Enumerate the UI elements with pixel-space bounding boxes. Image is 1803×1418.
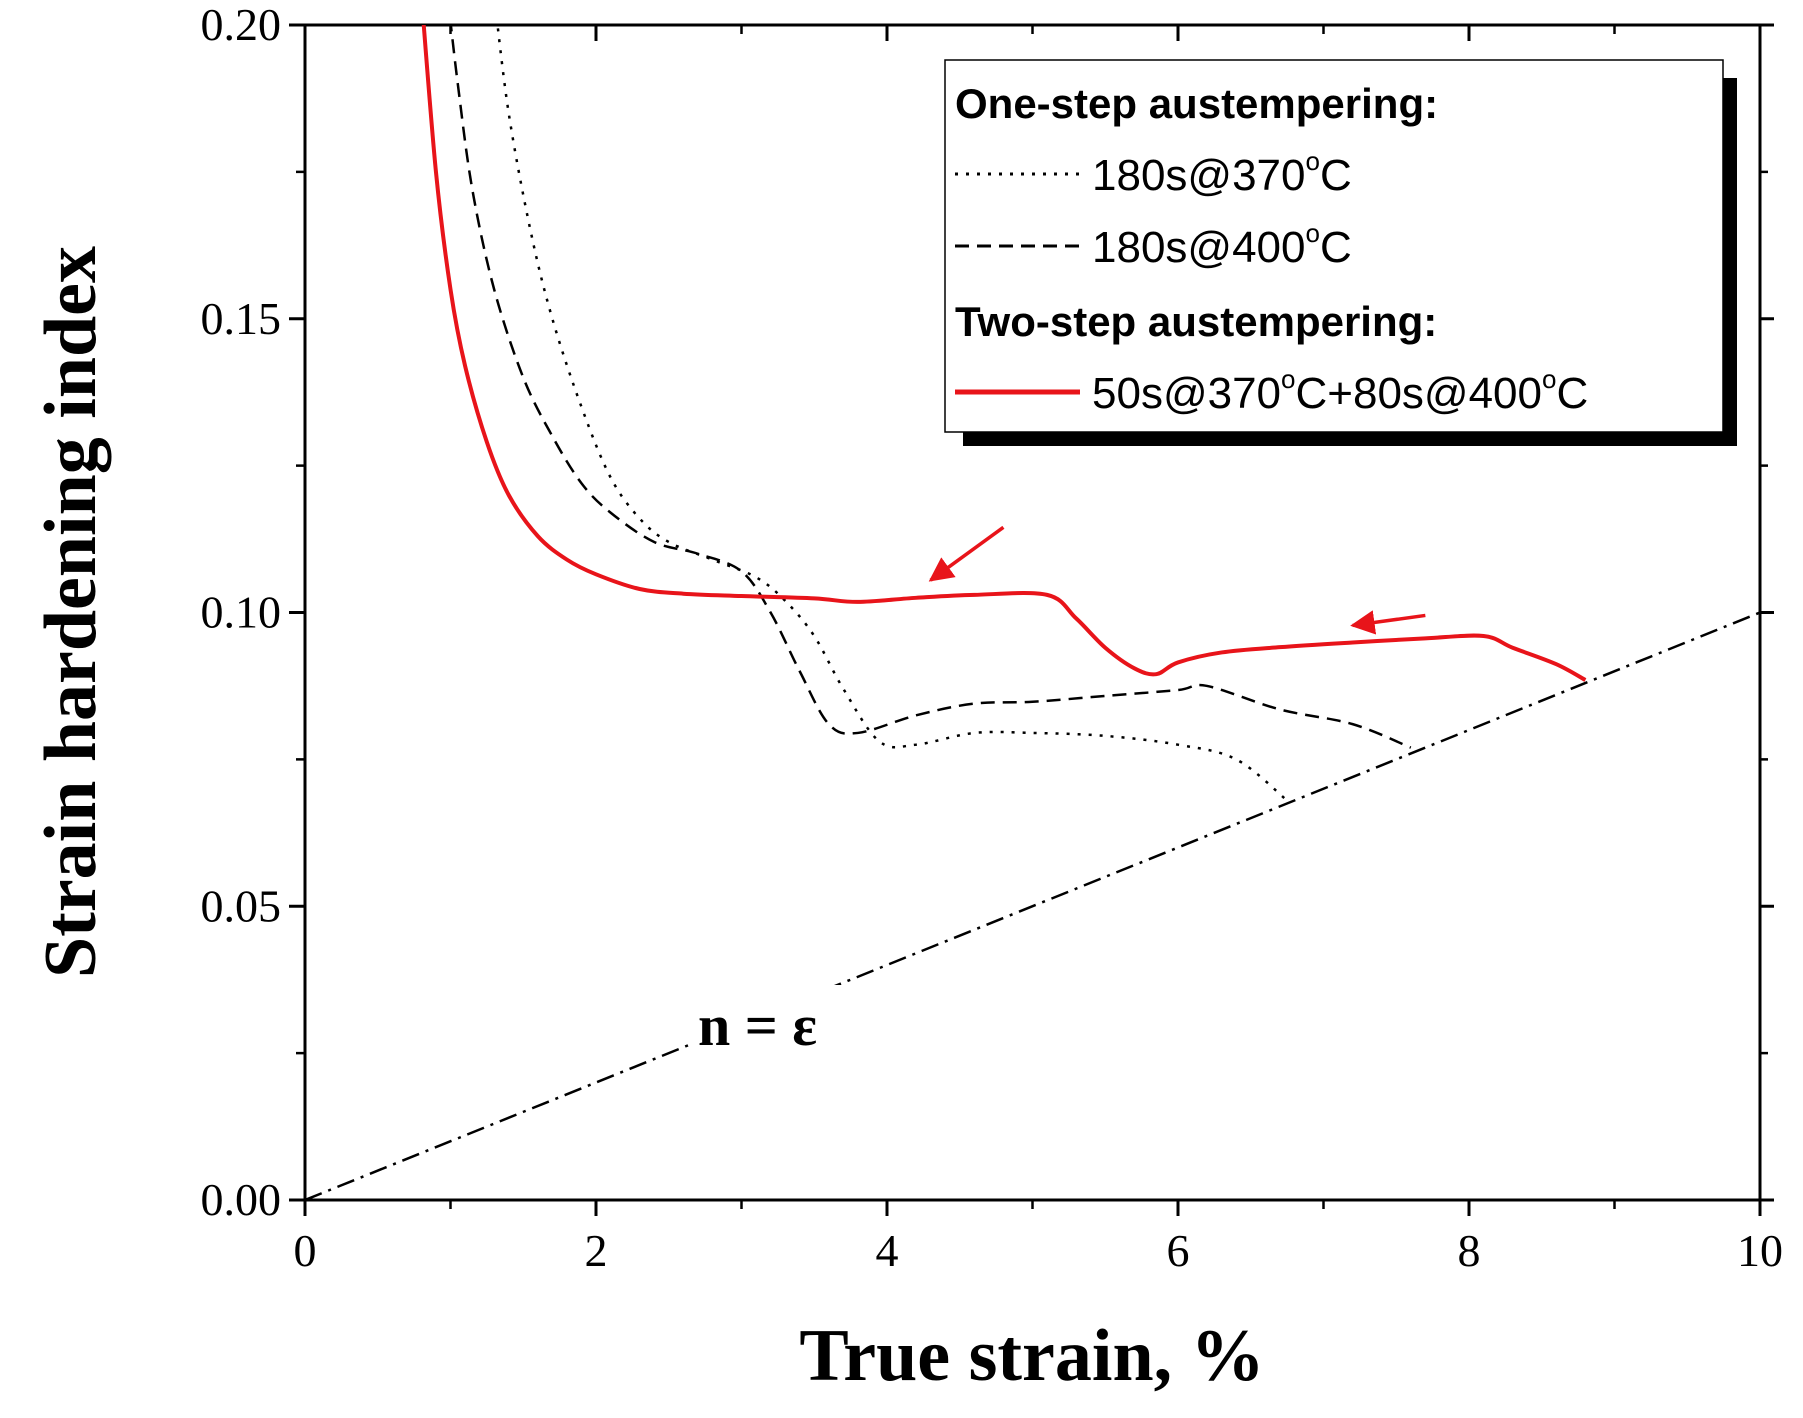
x-tick-label: 6	[1167, 1225, 1190, 1276]
y-tick-label: 0.00	[201, 1174, 282, 1225]
legend-group1-title: One-step austempering:	[955, 80, 1438, 127]
y-tick-label: 0.20	[201, 0, 282, 50]
red-arrow-1	[928, 525, 1005, 582]
x-tick-label: 4	[876, 1225, 899, 1276]
legend-label-180s-370c: 180s@370oC	[1092, 146, 1352, 200]
y-tick-label: 0.10	[201, 587, 282, 638]
y-axis-title: Strain hardening index	[30, 246, 112, 978]
legend-label-two-step: 50s@370oC+80s@400oC	[1092, 364, 1588, 418]
annotation-backdrop	[690, 985, 870, 1055]
x-tick-label: 2	[585, 1225, 608, 1276]
annotation-n-equals-epsilon: n = ε	[698, 993, 817, 1058]
x-tick-label: 0	[294, 1225, 317, 1276]
x-tick-label: 8	[1458, 1225, 1481, 1276]
series-two-step-line	[421, 25, 1587, 682]
series-n-equals-epsilon-line	[305, 611, 1760, 1200]
legend-group2-title: Two-step austempering:	[955, 298, 1437, 345]
series-180s-400c-line	[449, 25, 1412, 749]
series-180s-370c-line	[496, 25, 1288, 802]
x-axis-title: True strain, %	[799, 1315, 1264, 1397]
legend-label-180s-400c: 180s@400oC	[1092, 218, 1352, 272]
y-axis-ticks: 0.00 0.05 0.10 0.15 0.20	[201, 0, 1774, 1225]
y-tick-label: 0.05	[201, 880, 282, 931]
x-tick-label: 10	[1737, 1225, 1783, 1276]
x-axis-ticks: 0 2 4 6 8 10	[294, 25, 1783, 1276]
red-arrow-2	[1350, 610, 1426, 635]
y-tick-label: 0.15	[201, 293, 282, 344]
legend: One-step austempering: 180s@370oC 180s@4…	[944, 59, 1737, 446]
